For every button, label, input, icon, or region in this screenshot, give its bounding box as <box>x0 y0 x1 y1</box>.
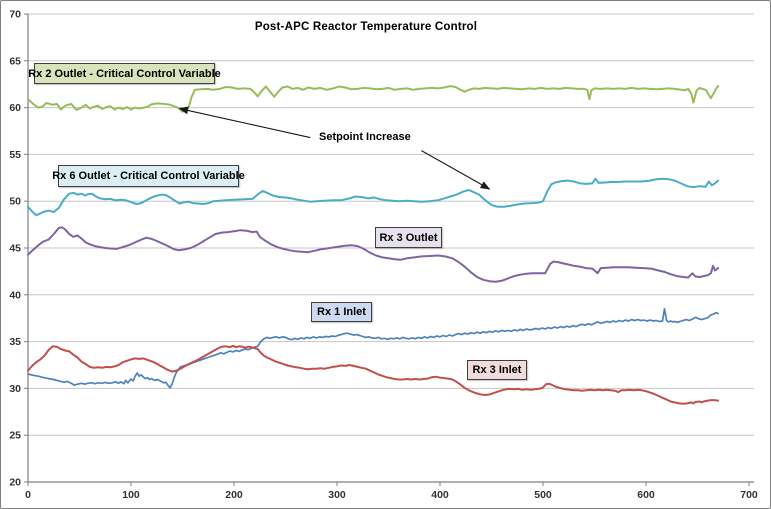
x-tick-label: 200 <box>225 489 243 501</box>
series-line-0 <box>27 85 720 113</box>
data-series <box>27 85 720 405</box>
x-tick-label: 600 <box>637 489 655 501</box>
series-line-3 <box>27 307 719 389</box>
x-tick-label: 700 <box>740 489 758 501</box>
y-tick-label: 70 <box>9 9 21 21</box>
setpoint-increase-annotation: Setpoint Increase <box>319 131 411 143</box>
series-label-rx3-inlet: Rx 3 Inlet <box>467 360 527 380</box>
setpoint-arrow-2 <box>421 150 491 190</box>
y-tick-label: 30 <box>9 383 21 395</box>
y-tick-label: 25 <box>9 430 21 442</box>
y-tick-label: 50 <box>9 196 21 208</box>
annotation-arrows <box>178 106 491 190</box>
y-tick-label: 65 <box>9 55 21 67</box>
series-label-rx1-inlet: Rx 1 Inlet <box>311 302 372 322</box>
y-tick-label: 40 <box>9 289 21 301</box>
series-label-rx2-outlet: Rx 2 Outlet - Critical Control Variable <box>28 63 221 84</box>
series-line-1 <box>27 177 720 217</box>
series-line-4 <box>27 344 720 405</box>
y-tick-label: 20 <box>9 477 21 489</box>
y-tick-label: 60 <box>9 102 21 114</box>
y-tick-label: 35 <box>9 336 21 348</box>
series-label-rx6-outlet: Rx 6 Outlet - Critical Control Variable <box>52 165 245 187</box>
x-tick-label: 0 <box>25 489 31 501</box>
series-line-2 <box>27 226 720 283</box>
chart-title: Post-APC Reactor Temperature Control <box>254 21 478 33</box>
x-tick-label: 100 <box>122 489 140 501</box>
y-tick-label: 55 <box>9 149 21 161</box>
axes <box>24 13 754 486</box>
y-tick-label: 45 <box>9 243 21 255</box>
x-tick-label: 500 <box>534 489 552 501</box>
setpoint-arrow-1 <box>178 106 311 139</box>
x-tick-label: 400 <box>431 489 449 501</box>
series-label-rx3-outlet: Rx 3 Outlet <box>375 227 442 248</box>
x-tick-label: 300 <box>328 489 346 501</box>
